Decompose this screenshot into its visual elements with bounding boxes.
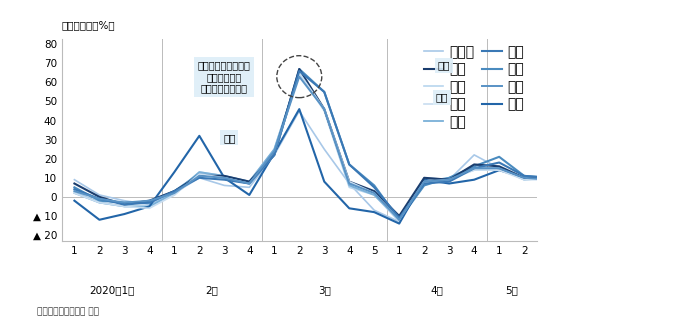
Text: 2月: 2月 <box>206 285 218 295</box>
Text: 中国: 中国 <box>436 93 448 103</box>
Text: 2020年1月: 2020年1月 <box>89 285 135 295</box>
Text: 4月: 4月 <box>430 285 443 295</box>
Text: 3月: 3月 <box>318 285 331 295</box>
Text: （前年同週比%）: （前年同週比%） <box>62 21 116 30</box>
Legend: 北海道, 東北, 関東, 中部, 近畿, 中国, 四国, 九州, 沖縄: 北海道, 東北, 関東, 中部, 近畿, 中国, 四国, 九州, 沖縄 <box>418 39 530 134</box>
Text: 四国: 四国 <box>438 60 451 70</box>
Text: スーパーマーケット 雑貨: スーパーマーケット 雑貨 <box>37 308 99 317</box>
Text: 沖縄: 沖縄 <box>223 133 235 143</box>
Text: 5月: 5月 <box>505 285 518 295</box>
Text: 上から、東北、関東
　九州、近畿
北海道、中部の順: 上から、東北、関東 九州、近畿 北海道、中部の順 <box>198 60 250 93</box>
